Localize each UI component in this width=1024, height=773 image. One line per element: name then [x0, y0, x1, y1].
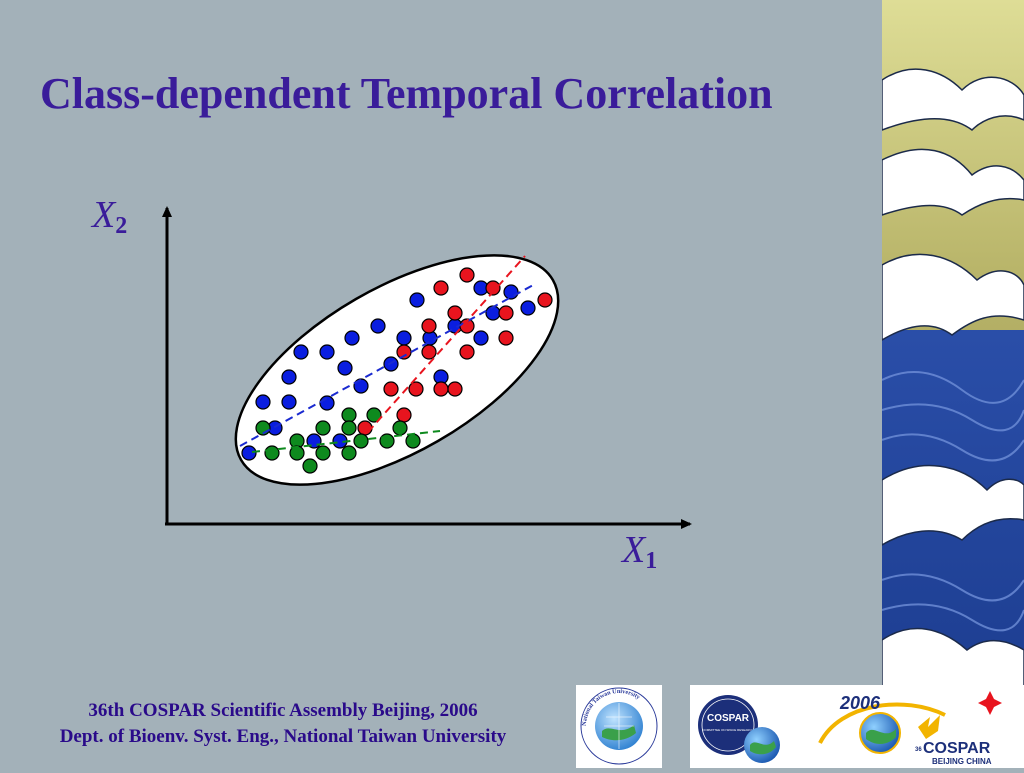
- event-place: BEIJING CHINA: [932, 757, 992, 766]
- y-axis-label: X2: [92, 194, 128, 239]
- slide-title: Class-dependent Temporal Correlation: [40, 69, 773, 118]
- blue-point-9: [396, 330, 412, 346]
- star-icon: [978, 691, 1002, 715]
- cospar-seal-label: COSPAR: [707, 713, 750, 724]
- cluster-ellipse: [234, 254, 560, 486]
- red-point-3: [485, 280, 501, 296]
- green-point-1: [341, 407, 357, 423]
- blue-point-8: [319, 344, 335, 360]
- green-point-6: [392, 420, 408, 436]
- red-trend-line: [367, 255, 526, 433]
- green-point-8: [353, 433, 369, 449]
- green-point-14: [341, 445, 357, 461]
- event-year: 2006: [839, 693, 881, 713]
- x-axis-label: X1: [622, 529, 658, 574]
- blue-point-5: [370, 318, 386, 334]
- footer-line-1: 36th COSPAR Scientific Assembly Beijing,…: [88, 700, 478, 721]
- red-point-16: [447, 381, 463, 397]
- cospar-seal-subtitle: COMMITTEE ON SPACE RESEARCH: [702, 728, 754, 732]
- green-point-11: [264, 445, 280, 461]
- red-point-14: [408, 381, 424, 397]
- red-point-18: [357, 420, 373, 436]
- red-point-11: [459, 344, 475, 360]
- red-point-5: [447, 305, 463, 321]
- red-point-2: [459, 267, 475, 283]
- green-trend-line: [251, 430, 441, 453]
- blue-point-21: [319, 395, 335, 411]
- blue-point-14: [281, 369, 297, 385]
- blue-point-20: [281, 394, 297, 410]
- scatter-diagram: [162, 206, 692, 529]
- blue-point-7: [293, 344, 309, 360]
- footer-line-2: Dept. of Bioenv. Syst. Eng., National Ta…: [59, 726, 507, 747]
- ntu-logo: National Taiwan University: [576, 685, 662, 768]
- blue-point-13: [473, 330, 489, 346]
- blue-point-25: [241, 445, 257, 461]
- red-point-1: [433, 280, 449, 296]
- blue-point-18: [353, 378, 369, 394]
- cospar-seal: [698, 695, 758, 755]
- blue-point-3: [503, 284, 519, 300]
- green-point-13: [315, 445, 331, 461]
- blue-trend-line: [239, 283, 536, 447]
- event-number: 36: [915, 747, 922, 753]
- green-point-2: [366, 407, 382, 423]
- wave-decoration: [882, 0, 1024, 768]
- red-point-10: [421, 344, 437, 360]
- cospar-logos: COSPAR COMMITTEE ON SPACE RESEARCH 2006 …: [690, 685, 1024, 768]
- red-point-7: [421, 318, 437, 334]
- green-point-4: [315, 420, 331, 436]
- blue-point-4: [520, 300, 536, 316]
- green-point-10: [405, 433, 421, 449]
- footer: 36th COSPAR Scientific Assembly Beijing,…: [0, 698, 566, 750]
- blue-point-1: [409, 292, 425, 308]
- green-point-15: [302, 458, 318, 474]
- red-point-17: [396, 407, 412, 423]
- red-point-13: [383, 381, 399, 397]
- blue-point-6: [344, 330, 360, 346]
- blue-point-15: [337, 360, 353, 376]
- red-point-15: [433, 381, 449, 397]
- red-point-12: [498, 330, 514, 346]
- blue-point-19: [255, 394, 271, 410]
- red-point-4: [537, 292, 553, 308]
- event-name: COSPAR: [923, 740, 991, 757]
- red-point-6: [498, 305, 514, 321]
- green-point-5: [341, 420, 357, 436]
